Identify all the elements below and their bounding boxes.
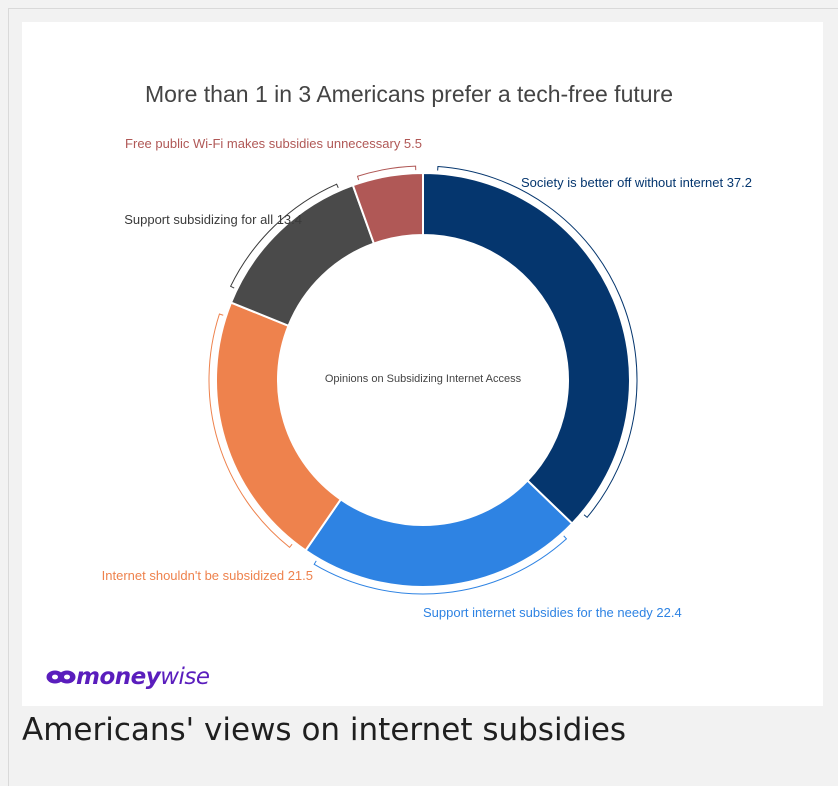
slice-label: Support internet subsidies for the needy… xyxy=(423,605,682,620)
slice-labels: Society is better off without internet 3… xyxy=(102,136,752,620)
donut-slice xyxy=(229,183,376,328)
label-leader-line xyxy=(229,183,339,289)
label-leader-lines xyxy=(208,165,638,595)
label-leader-line xyxy=(437,165,638,519)
chart-card: More than 1 in 3 Americans prefer a tech… xyxy=(22,22,823,706)
donut-chart: More than 1 in 3 Americans prefer a tech… xyxy=(102,81,752,620)
donut-center-label: Opinions on Subsidizing Internet Access xyxy=(325,373,522,385)
chart-title: More than 1 in 3 Americans prefer a tech… xyxy=(145,81,673,107)
figure-caption: Americans' views on internet subsidies xyxy=(22,712,627,748)
donut-slice xyxy=(304,479,574,588)
label-leader-line xyxy=(208,313,293,549)
slice-label: Support subsidizing for all 13.4 xyxy=(124,212,302,227)
donut-slices xyxy=(215,171,631,588)
moneywise-logo: money wise xyxy=(46,664,210,690)
slice-label: Internet shouldn't be subsidized 21.5 xyxy=(102,568,313,583)
slice-label: Society is better off without internet 3… xyxy=(521,175,752,190)
donut-slice xyxy=(351,171,424,245)
label-leader-line xyxy=(313,535,568,595)
logo-wordmark-bold: money xyxy=(76,664,161,690)
slice-label: Free public Wi-Fi makes subsidies unnece… xyxy=(125,136,422,151)
label-leader-line xyxy=(356,165,417,181)
donut-slice xyxy=(422,171,631,526)
moneywise-logo-icon xyxy=(46,670,76,684)
donut-slice xyxy=(215,301,343,552)
logo-wordmark-light: wise xyxy=(160,664,210,690)
